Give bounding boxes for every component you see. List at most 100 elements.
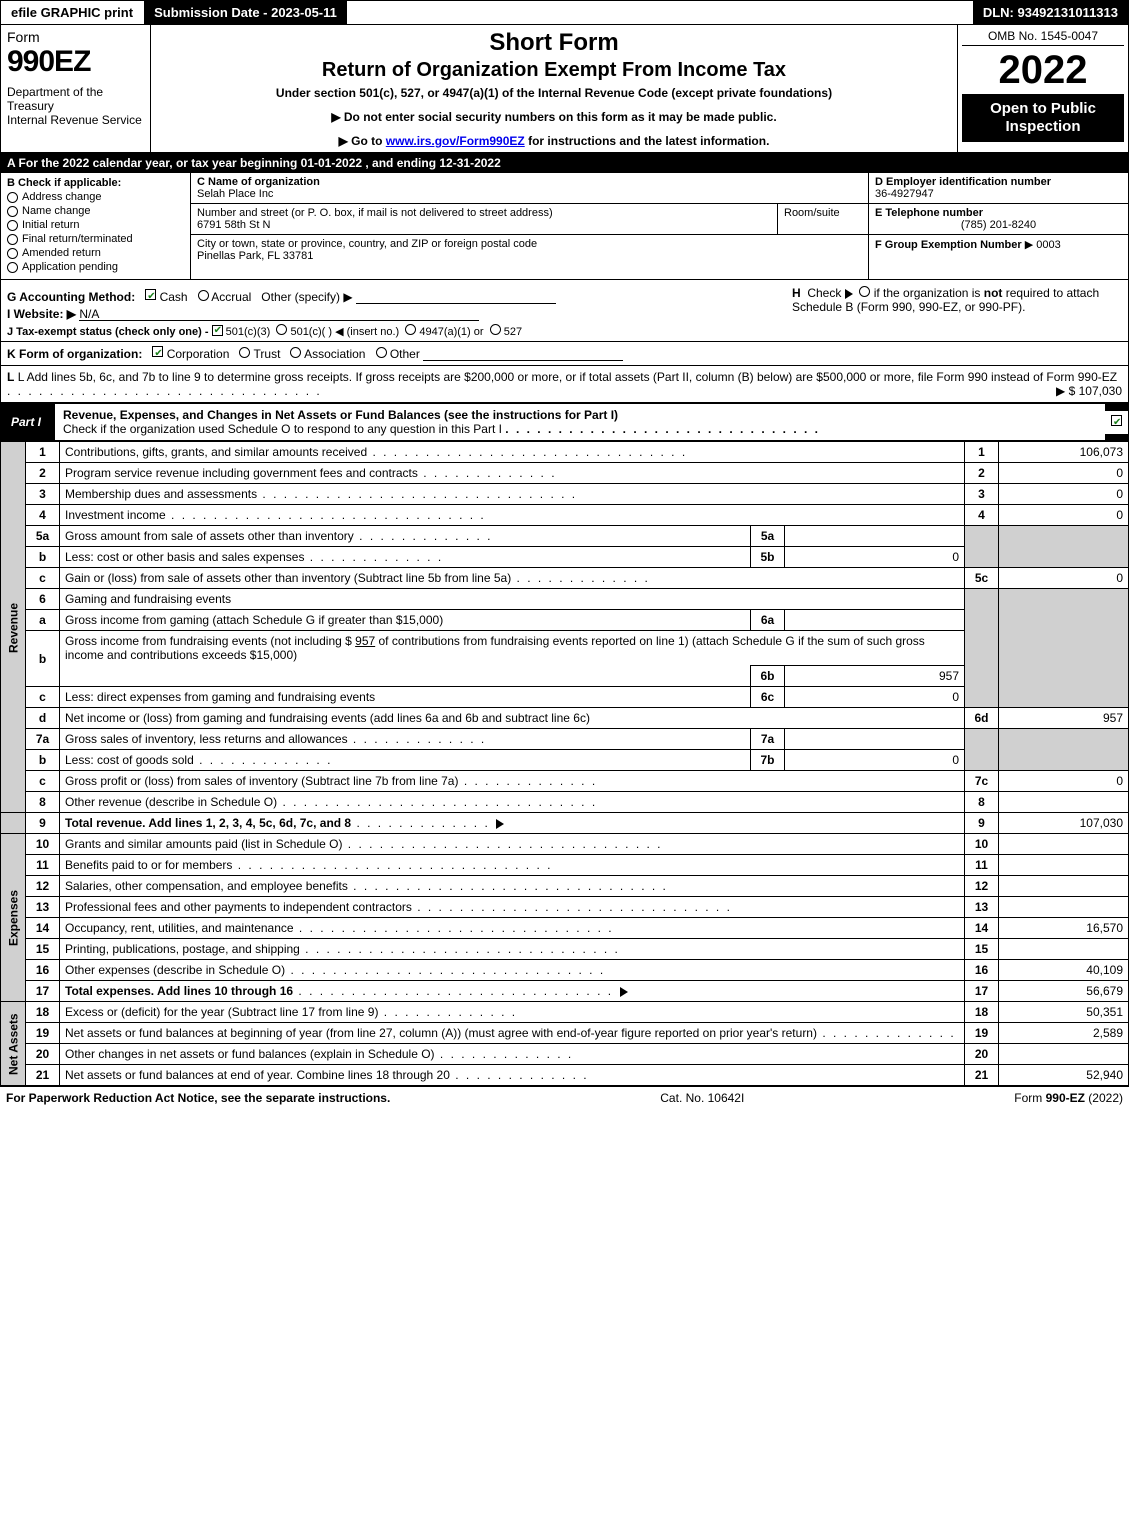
form-word: Form	[7, 29, 144, 45]
footer-catno: Cat. No. 10642I	[660, 1091, 744, 1105]
line-8: 8 Other revenue (describe in Schedule O)…	[1, 792, 1129, 813]
irs-link[interactable]: www.irs.gov/Form990EZ	[386, 134, 525, 148]
chk-527[interactable]	[490, 324, 501, 335]
chk-4947[interactable]	[405, 324, 416, 335]
org-name-value: Selah Place Inc	[197, 188, 862, 200]
line-6b-text: b Gross income from fundraising events (…	[1, 631, 1129, 666]
form-header: Form 990EZ Department of the Treasury In…	[0, 25, 1129, 153]
chk-other-org[interactable]	[376, 347, 387, 358]
chk-application-pending[interactable]: Application pending	[7, 261, 184, 273]
other-specify-field[interactable]	[356, 290, 556, 304]
line-5b: b Less: cost or other basis and sales ex…	[1, 547, 1129, 568]
org-name-cell: C Name of organization Selah Place Inc	[191, 173, 868, 204]
arrow-icon	[496, 819, 504, 829]
amt-19: 2,589	[999, 1023, 1129, 1044]
chk-501c3[interactable]	[212, 325, 223, 336]
chk-trust[interactable]	[239, 347, 250, 358]
section-b: B Check if applicable: Address change Na…	[1, 173, 191, 279]
footer-left: For Paperwork Reduction Act Notice, see …	[6, 1091, 390, 1105]
amt-12	[999, 876, 1129, 897]
street-value: 6791 58th St N	[197, 219, 771, 231]
line-7c: c Gross profit or (loss) from sales of i…	[1, 771, 1129, 792]
amt-1: 106,073	[999, 442, 1129, 463]
chk-501c[interactable]	[276, 324, 287, 335]
room-suite-label: Room/suite	[778, 204, 868, 234]
chk-accrual[interactable]	[198, 290, 209, 301]
l-text: L Add lines 5b, 6c, and 7b to line 9 to …	[18, 370, 1117, 384]
other-org-field[interactable]	[423, 347, 623, 361]
revenue-vlabel: Revenue	[1, 442, 26, 813]
line-12: 12 Salaries, other compensation, and emp…	[1, 876, 1129, 897]
header-center: Short Form Return of Organization Exempt…	[151, 25, 958, 152]
line-j: J Tax-exempt status (check only one) - 5…	[7, 324, 1122, 338]
line-3: 3 Membership dues and assessments 3 0	[1, 484, 1129, 505]
amt-20	[999, 1044, 1129, 1065]
chk-schedule-o[interactable]	[1111, 415, 1122, 426]
line-5c: c Gain or (loss) from sale of assets oth…	[1, 568, 1129, 589]
ein-label: D Employer identification number	[875, 176, 1122, 188]
section-def: D Employer identification number 36-4927…	[868, 173, 1128, 279]
subtitle: Under section 501(c), 527, or 4947(a)(1)…	[161, 86, 947, 100]
expenses-vlabel: Expenses	[1, 834, 26, 1002]
chk-h[interactable]	[859, 286, 870, 297]
chk-address-change[interactable]: Address change	[7, 191, 184, 203]
note-goto-post: for instructions and the latest informat…	[525, 134, 770, 148]
line-l: L L Add lines 5b, 6c, and 7b to line 9 t…	[1, 365, 1128, 402]
section-ghijkl: H Check if the organization is not requi…	[0, 280, 1129, 403]
amt-13	[999, 897, 1129, 918]
phone-label: E Telephone number	[875, 207, 1122, 219]
header-right: OMB No. 1545-0047 2022 Open to Public In…	[958, 25, 1128, 152]
phone-cell: E Telephone number (785) 201-8240	[869, 204, 1128, 235]
note-goto: ▶ Go to www.irs.gov/Form990EZ for instru…	[161, 134, 947, 148]
amt-4: 0	[999, 505, 1129, 526]
line-k: K Form of organization: Corporation Trus…	[1, 341, 1128, 365]
tax-year: 2022	[962, 46, 1124, 94]
chk-assoc[interactable]	[290, 347, 301, 358]
street-label: Number and street (or P. O. box, if mail…	[197, 207, 771, 219]
chk-amended-return[interactable]: Amended return	[7, 247, 184, 259]
submission-date-badge: Submission Date - 2023-05-11	[144, 1, 348, 24]
amt-6d: 957	[999, 708, 1129, 729]
line-13: 13 Professional fees and other payments …	[1, 897, 1129, 918]
omb-number: OMB No. 1545-0047	[962, 27, 1124, 46]
amt-21: 52,940	[999, 1065, 1129, 1086]
k-label: K Form of organization:	[7, 347, 142, 361]
note-goto-pre: ▶ Go to	[339, 134, 386, 148]
chk-corp[interactable]	[152, 346, 163, 357]
amt-3: 0	[999, 484, 1129, 505]
amt-17: 56,679	[999, 981, 1129, 1002]
amt-14: 16,570	[999, 918, 1129, 939]
open-inspection-badge: Open to Public Inspection	[962, 94, 1124, 142]
part1-table: Revenue 1 Contributions, gifts, grants, …	[0, 441, 1129, 1086]
j-label: J Tax-exempt status (check only one) -	[7, 326, 212, 338]
line-15: 15 Printing, publications, postage, and …	[1, 939, 1129, 960]
note-ssn: ▶ Do not enter social security numbers o…	[161, 110, 947, 124]
part1-check	[1105, 410, 1128, 434]
city-cell: City or town, state or province, country…	[191, 235, 868, 265]
top-bar: efile GRAPHIC print Submission Date - 20…	[0, 0, 1129, 25]
chk-initial-return[interactable]: Initial return	[7, 219, 184, 231]
line-21: 21 Net assets or fund balances at end of…	[1, 1065, 1129, 1086]
ein-cell: D Employer identification number 36-4927…	[869, 173, 1128, 204]
street-cell: Number and street (or P. O. box, if mail…	[191, 204, 868, 235]
chk-cash[interactable]	[145, 289, 156, 300]
topbar-spacer	[348, 1, 973, 24]
line-6c: c Less: direct expenses from gaming and …	[1, 687, 1129, 708]
line-19: 19 Net assets or fund balances at beginn…	[1, 1023, 1129, 1044]
part1-title: Revenue, Expenses, and Changes in Net As…	[55, 403, 1105, 440]
chk-name-change[interactable]: Name change	[7, 205, 184, 217]
efile-print-button[interactable]: efile GRAPHIC print	[1, 1, 144, 24]
netassets-vlabel: Net Assets	[1, 1002, 26, 1086]
ein-value: 36-4927947	[875, 188, 1122, 200]
section-b-label: B Check if applicable:	[7, 177, 184, 189]
website-field[interactable]: N/A	[79, 307, 479, 321]
line-11: 11 Benefits paid to or for members 11	[1, 855, 1129, 876]
line-14: 14 Occupancy, rent, utilities, and maint…	[1, 918, 1129, 939]
amt-16: 40,109	[999, 960, 1129, 981]
amt-11	[999, 855, 1129, 876]
chk-final-return[interactable]: Final return/terminated	[7, 233, 184, 245]
city-value: Pinellas Park, FL 33781	[197, 250, 862, 262]
line-6b: 6b 957	[1, 666, 1129, 687]
group-exemption-cell: F Group Exemption Number ▶ 0003	[869, 235, 1128, 254]
amt-2: 0	[999, 463, 1129, 484]
